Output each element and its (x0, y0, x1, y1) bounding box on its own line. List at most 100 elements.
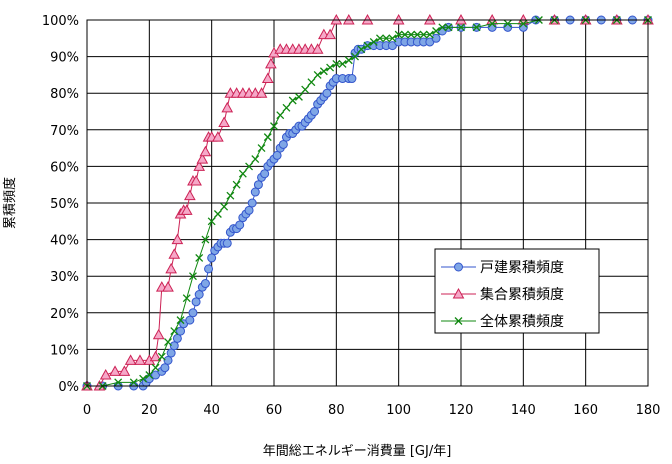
data-point (347, 74, 357, 84)
data-point (344, 56, 353, 65)
data-point (207, 253, 217, 263)
data-point (200, 279, 210, 289)
data-point (265, 57, 277, 69)
data-point (244, 205, 254, 215)
data-point (270, 122, 278, 131)
y-tick-label: 80% (50, 87, 79, 102)
data-point (152, 328, 165, 340)
data-point (357, 45, 366, 54)
data-point (253, 180, 263, 190)
data-point (472, 23, 481, 32)
data-point (257, 144, 266, 153)
data-point (276, 111, 285, 120)
data-point (213, 210, 222, 218)
x-tick-label: 100 (386, 403, 411, 418)
data-point (332, 59, 341, 68)
data-point (168, 248, 181, 259)
data-point (191, 297, 201, 307)
data-point (382, 34, 391, 43)
data-point (238, 169, 247, 178)
data-point (319, 67, 328, 76)
y-tick-label: 60% (50, 160, 79, 175)
legend-entry: 全体累積頻度 (441, 313, 564, 330)
data-point (151, 363, 160, 372)
data-point (218, 116, 230, 127)
data-point (204, 264, 214, 274)
data-point (503, 19, 512, 28)
data-point (221, 101, 234, 113)
data-point (363, 41, 372, 50)
x-tick-label: 60 (266, 403, 283, 418)
data-point (99, 368, 112, 380)
data-point (438, 23, 447, 32)
data-point (185, 315, 195, 325)
data-point (454, 262, 463, 272)
legend-label: 集合累積頻度 (480, 286, 564, 303)
data-point (166, 348, 176, 358)
x-tick-label: 80 (328, 403, 345, 418)
data-point (263, 133, 272, 142)
data-point (182, 294, 191, 303)
data-point (199, 145, 212, 157)
data-point (162, 281, 174, 292)
legend-box (434, 248, 600, 334)
x-tick-label: 0 (83, 403, 91, 418)
data-point (145, 371, 154, 379)
data-point (196, 153, 209, 164)
data-point (118, 365, 131, 376)
data-point (220, 202, 229, 211)
data-point (134, 354, 146, 365)
y-tick-label: 40% (50, 234, 79, 249)
y-tick-label: 0% (58, 380, 79, 395)
y-tick-label: 100% (42, 14, 79, 29)
data-point (193, 160, 206, 171)
data-point (226, 191, 235, 200)
data-point (407, 30, 416, 39)
data-point (188, 308, 198, 318)
data-point (388, 34, 397, 43)
x-tick-label: 40 (203, 403, 220, 418)
data-point (282, 103, 291, 112)
data-point (260, 169, 270, 179)
data-point (207, 217, 216, 226)
data-point (425, 30, 434, 39)
data-point (338, 59, 347, 68)
data-point (351, 52, 359, 61)
data-point (163, 355, 173, 365)
data-point (212, 131, 224, 142)
data-point (261, 72, 274, 84)
plot-border (86, 19, 649, 387)
data-point (157, 352, 166, 361)
data-point (432, 27, 441, 35)
data-point (180, 204, 193, 215)
y-tick-label: 30% (50, 270, 79, 285)
series-layer (81, 13, 654, 391)
data-point (160, 363, 170, 373)
data-point (400, 30, 409, 39)
data-point (169, 341, 179, 351)
x-tick-label: 160 (573, 403, 598, 418)
y-tick-label: 70% (50, 124, 79, 139)
data-point (250, 187, 260, 197)
data-point (322, 88, 332, 98)
data-point (195, 253, 204, 262)
data-point (301, 85, 310, 94)
legend-label: 戸建累積頻度 (480, 260, 564, 276)
data-point (452, 287, 465, 299)
y-tick-label: 20% (50, 307, 79, 322)
data-point (454, 317, 463, 325)
y-tick-labels: 0% 10% 20% 30% 40% 50% 60% 70% 80% 90% 100% (42, 14, 79, 395)
data-point (222, 238, 232, 248)
data-point (139, 374, 148, 383)
data-point (376, 34, 384, 43)
data-point (172, 333, 182, 343)
data-point (114, 378, 123, 387)
data-point (394, 30, 403, 39)
x-tick-label: 180 (636, 403, 661, 418)
data-point (184, 189, 196, 201)
data-point (245, 162, 254, 171)
data-point (324, 28, 336, 40)
x-tick-label: 140 (511, 403, 536, 418)
data-point (457, 23, 465, 32)
